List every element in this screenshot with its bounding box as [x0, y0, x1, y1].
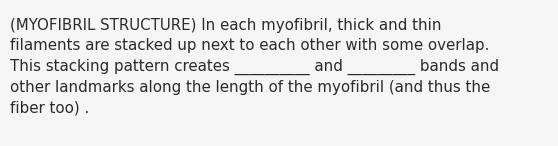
Text: (MYOFIBRIL STRUCTURE) In each myofibril, thick and thin
filaments are stacked up: (MYOFIBRIL STRUCTURE) In each myofibril,… — [10, 18, 499, 115]
